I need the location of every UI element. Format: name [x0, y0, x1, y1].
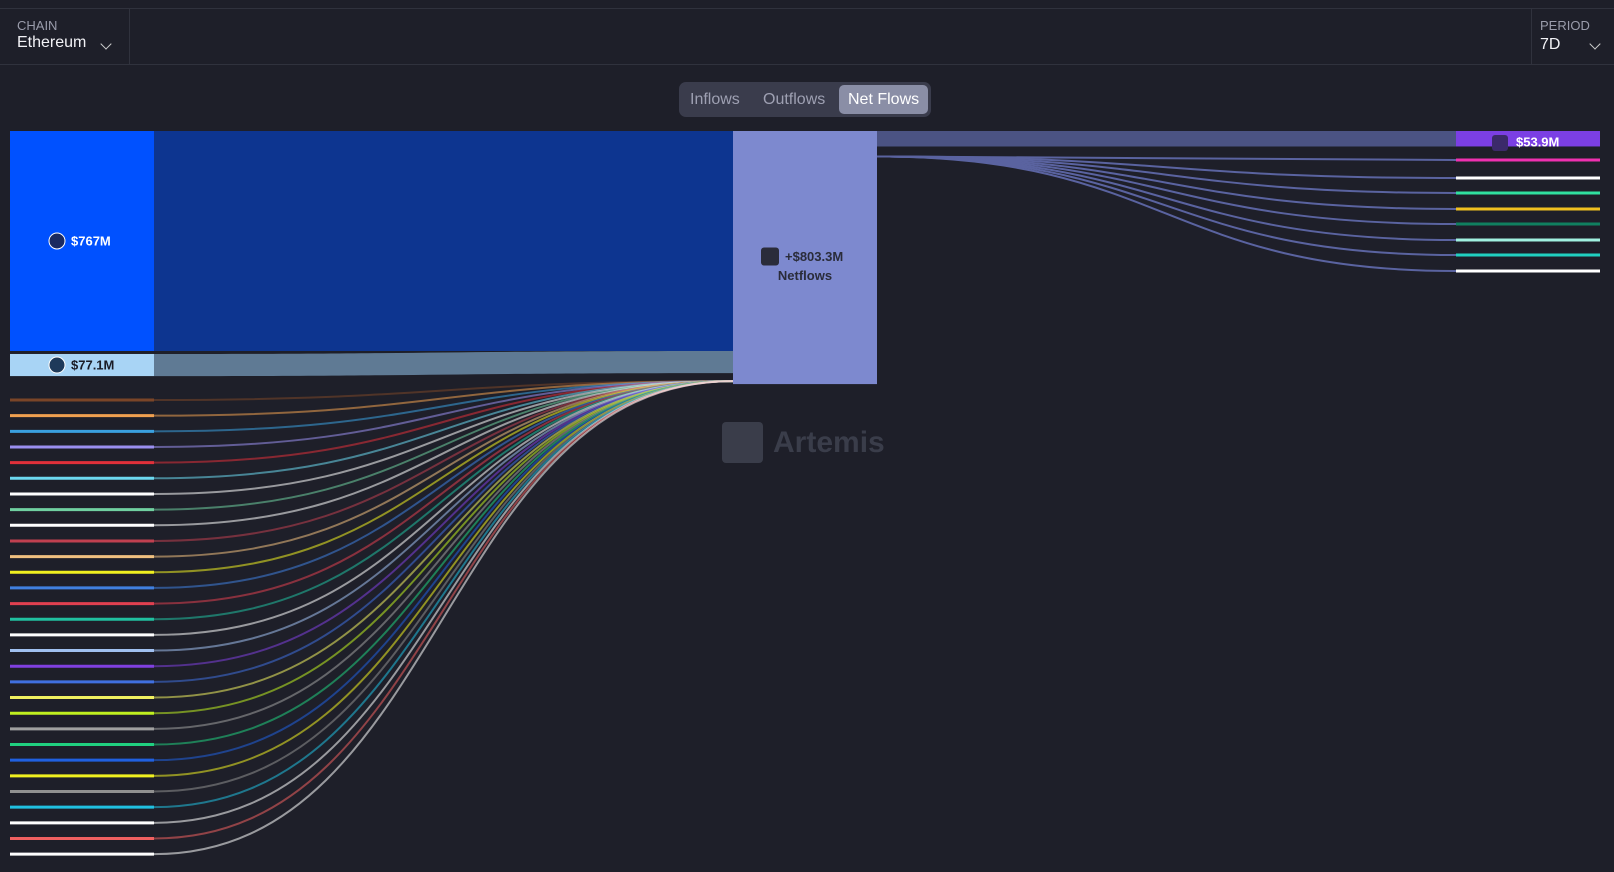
period-caption: PERIOD: [1540, 18, 1590, 33]
flow-band: [154, 131, 733, 351]
tab[interactable]: Outflows: [763, 91, 826, 108]
flow-line: [876, 155, 1457, 161]
flow-line: [153, 380, 734, 668]
flow-line: [153, 380, 734, 574]
flow-line: [876, 155, 1457, 210]
flow-line: [153, 380, 734, 558]
flow-line: [876, 155, 1457, 179]
flow-line: [153, 380, 734, 777]
chain-caption: CHAIN: [17, 18, 58, 33]
watermark: Artemis: [722, 422, 885, 463]
tab[interactable]: Net Flows: [839, 85, 929, 114]
period-select[interactable]: 7D: [1540, 36, 1561, 53]
flow-line: [153, 380, 734, 511]
flow-line: [153, 380, 734, 495]
flow-line: [876, 155, 1457, 256]
flow-line: [153, 380, 734, 840]
node-label: $767M: [71, 233, 111, 248]
chain-select[interactable]: Ethereum: [17, 34, 87, 51]
flow-line: [153, 380, 734, 652]
flow-line: [153, 380, 734, 464]
tab[interactable]: Inflows: [690, 91, 740, 108]
node-label: $53.9M: [1516, 134, 1559, 149]
flow-line: [153, 380, 734, 730]
token-icon: [1492, 135, 1508, 151]
center-node: [733, 131, 877, 385]
flow-line: [153, 380, 734, 401]
flow-line: [153, 380, 734, 856]
flow-line: [153, 380, 734, 605]
flow-line: [876, 155, 1457, 225]
period-chevron[interactable]: [1589, 38, 1601, 50]
center-value: +$803.3M: [785, 249, 843, 264]
chain-icon: [761, 247, 779, 266]
flow-line: [153, 380, 734, 527]
inflow-node: [10, 353, 154, 377]
flow-line: [153, 380, 734, 715]
watermark-logo: [722, 422, 763, 463]
flow-line: [153, 380, 734, 542]
flow-line: [153, 380, 734, 589]
flow-line: [153, 380, 734, 746]
flow-band: [154, 350, 733, 377]
flow-line: [153, 380, 734, 636]
flow-line: [153, 380, 734, 417]
flow-line: [153, 380, 734, 699]
outflow-node: [1456, 131, 1600, 147]
flow-line: [153, 380, 734, 433]
flow-band: [877, 131, 1456, 147]
flow-line: [876, 155, 1457, 194]
divider: [129, 9, 130, 65]
flow-line: [153, 380, 734, 824]
token-icon: [48, 232, 66, 250]
flow-line: [153, 380, 734, 448]
flow-line: [153, 380, 734, 480]
flow-line: [153, 380, 734, 762]
divider: [1531, 9, 1532, 65]
flow-line: [153, 380, 734, 809]
flow-line: [153, 380, 734, 683]
center-name: Netflows: [778, 268, 832, 283]
node-label: $77.1M: [71, 357, 114, 372]
watermark-text: Artemis: [773, 426, 885, 459]
flow-line: [153, 380, 734, 793]
inflow-node: [10, 131, 154, 351]
flow-line: [153, 380, 734, 621]
chain-chevron[interactable]: [100, 38, 112, 50]
token-icon: [48, 356, 66, 374]
flow-line: [876, 155, 1457, 241]
view-tabs: Inflows Outflows Net Flows: [679, 82, 931, 117]
header-bar: CHAIN Ethereum PERIOD 7D: [0, 8, 1614, 65]
flow-line: [876, 155, 1457, 272]
